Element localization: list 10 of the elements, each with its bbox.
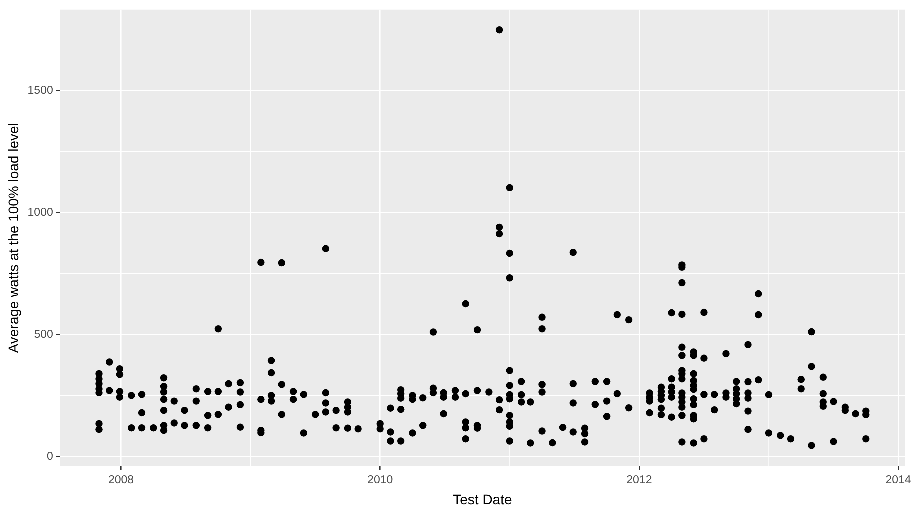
y-tick-label: 1500 (28, 85, 54, 98)
y-tick-label: 0 (46, 450, 54, 463)
y-tick-label: 500 (34, 328, 54, 341)
y-tick-label: 1000 (28, 206, 54, 219)
x-tick-label: 2014 (886, 474, 912, 486)
y-axis-title: Average watts at the 100% load level (5, 123, 22, 354)
x-tick-label: 2008 (108, 474, 134, 486)
x-axis-title: Test Date (453, 491, 512, 508)
x-tick-label: 2012 (626, 474, 652, 486)
x-tick-label: 2010 (368, 474, 394, 486)
